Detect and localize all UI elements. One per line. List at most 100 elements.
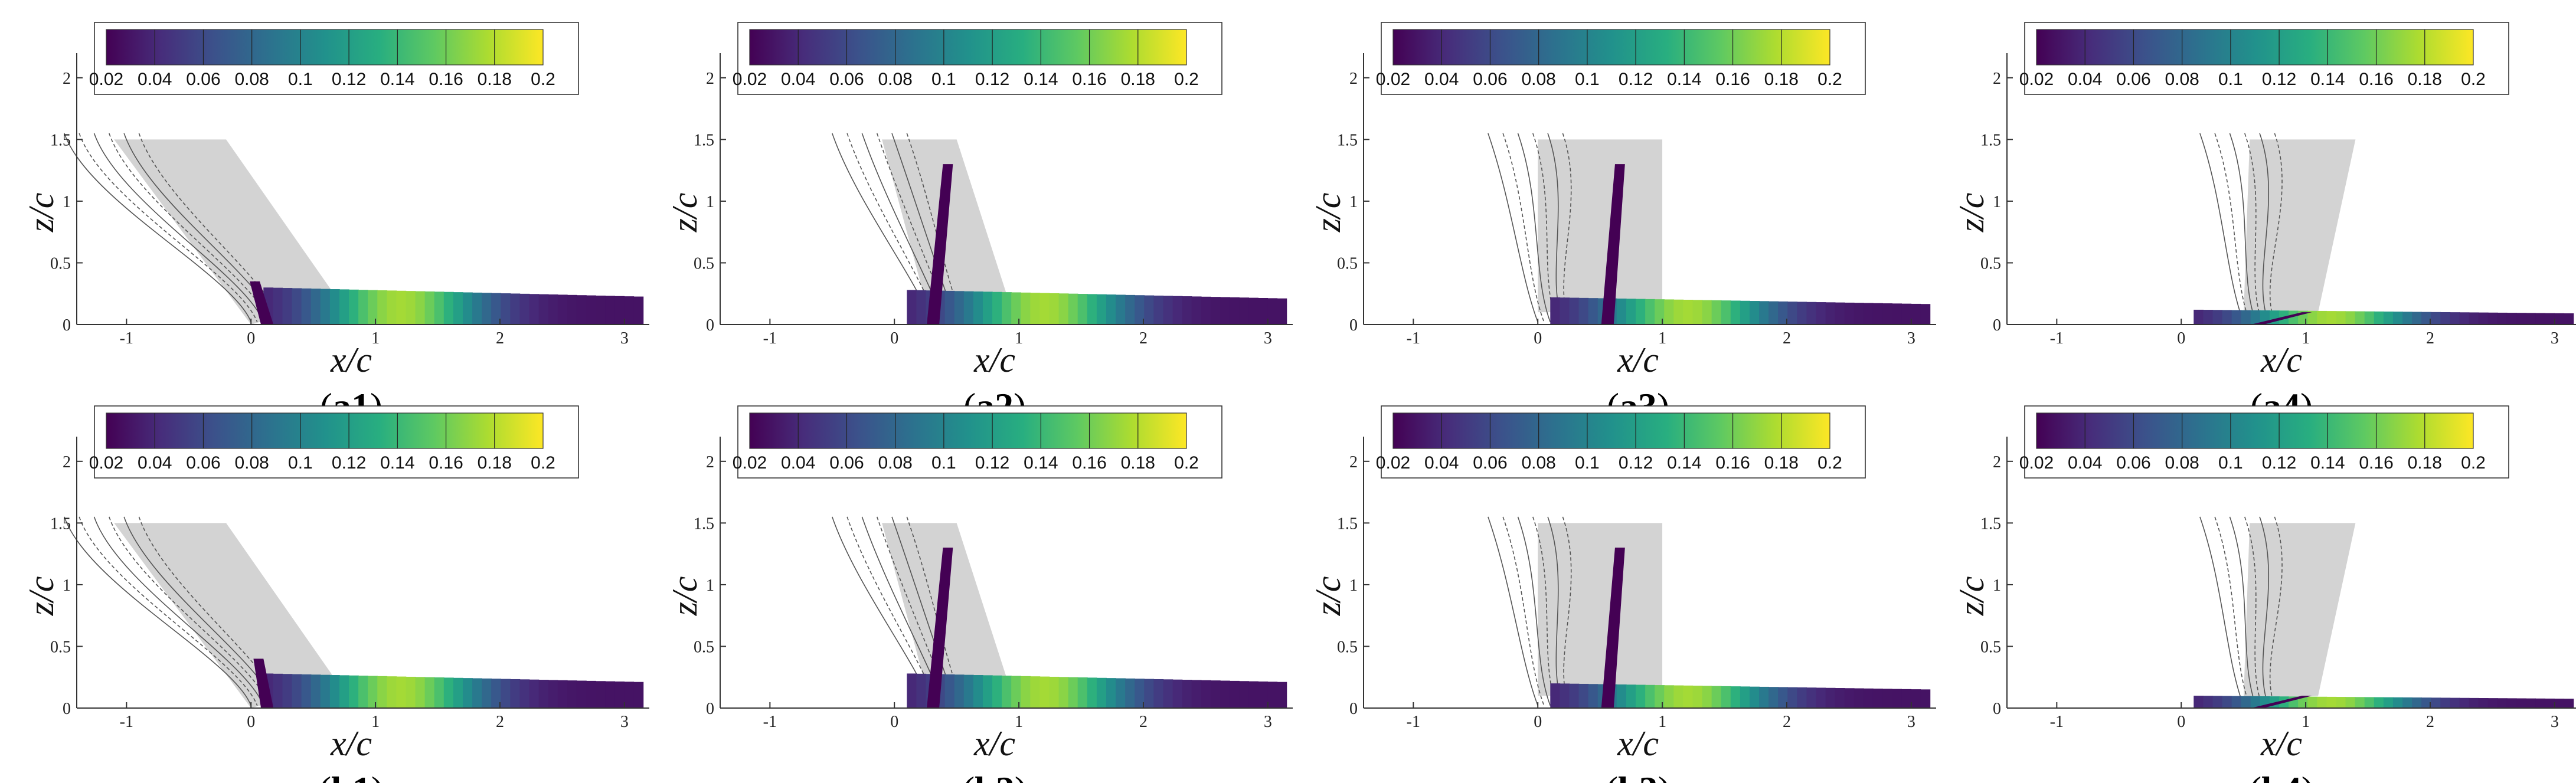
wake-cell [2469, 312, 2479, 325]
wake-cell [614, 296, 625, 325]
wake-cell [1096, 294, 1107, 325]
wake-cell [992, 675, 1002, 708]
x-tick-label: 1 [371, 329, 380, 348]
wake-cell [2526, 313, 2536, 325]
y-axis-label: z/c [22, 193, 61, 233]
wake-cell [963, 674, 974, 708]
colorbar-tick-label: 0.08 [2165, 70, 2199, 89]
y-tick-label: 1 [1349, 576, 1358, 595]
wake-cell [2450, 697, 2460, 708]
wake-cell [1853, 303, 1864, 325]
y-tick-label: 0 [1349, 700, 1358, 718]
wake-cell [387, 676, 397, 708]
wake-cell [2392, 697, 2403, 708]
colorbar-tick-label: 0.12 [1619, 70, 1653, 89]
colorbar [2036, 29, 2474, 65]
wake-cell [1172, 679, 1183, 708]
contour-line [93, 516, 264, 706]
colorbar-tick-label: 0.1 [288, 70, 313, 89]
wake-cell [1049, 293, 1060, 325]
wake-cell [576, 680, 587, 708]
panel-b4: -1 0 1 2 3 0 0.5 1 1.5 2 x/c z/c 0.02 0.04 0.06 0.08 0.1… [1952, 405, 2576, 783]
wake-cell [1673, 685, 1684, 708]
wake-cell [2374, 311, 2384, 325]
y-tick-label: 2 [63, 453, 71, 471]
wake-cell [1616, 299, 1627, 325]
wake-cell [1578, 297, 1589, 325]
wake-cell [510, 293, 521, 325]
contour-line [2269, 516, 2283, 706]
shaded-region [1538, 139, 1663, 313]
x-tick-label: -1 [1407, 329, 1420, 348]
wake-cell [1002, 292, 1012, 325]
wake-cell [1872, 689, 1883, 708]
wake-cell [538, 680, 549, 708]
y-axis-label: z/c [1309, 193, 1348, 233]
colorbar-tick-label: 0.08 [2165, 453, 2199, 473]
wake-cell [1068, 677, 1078, 708]
wake-cell [1920, 304, 1931, 325]
colorbar-tick-label: 0.1 [288, 453, 313, 473]
y-tick-label: 1.5 [50, 515, 71, 533]
x-tick-label: 1 [2302, 329, 2310, 348]
wake-cell [1116, 294, 1126, 325]
wake-cell [944, 674, 955, 708]
wake-cell [1692, 300, 1703, 325]
x-tick-label: 2 [1139, 713, 1148, 731]
y-tick-label: 2 [1993, 70, 2001, 88]
wake-cell [2535, 313, 2546, 325]
colorbar-tick-label: 0.14 [380, 70, 414, 89]
colorbar-tick-label: 0.02 [1376, 70, 1410, 89]
colorbar-tick-label: 0.14 [380, 453, 414, 473]
wake-cell [1768, 687, 1779, 708]
x-tick-label: 1 [1658, 713, 1666, 731]
wake-cell [2554, 313, 2565, 325]
wake-cell [1825, 302, 1836, 325]
wake-cell [1229, 680, 1240, 708]
colorbar-tick-label: 0.06 [829, 70, 864, 89]
colorbar-tick-label: 0.16 [1715, 70, 1750, 89]
colorbar-tick-label: 0.14 [1024, 453, 1058, 473]
wake-cell [424, 677, 435, 708]
wake-cell [368, 290, 378, 325]
wake-cell [1220, 297, 1230, 325]
wake-cell [1002, 676, 1012, 708]
wake-cell [472, 678, 482, 708]
panel-label: (b4) [2249, 769, 2314, 783]
wake-cell [1797, 302, 1807, 325]
x-tick-label: 1 [1015, 713, 1023, 731]
wake-cell [605, 681, 616, 708]
colorbar-tick-label: 0.14 [2310, 70, 2345, 89]
wake-cell [529, 294, 540, 325]
wake-cell [1759, 686, 1769, 708]
x-tick-label: 0 [247, 329, 255, 348]
wake-cell [406, 676, 416, 708]
wake-cell [1626, 299, 1636, 325]
x-tick-label: 2 [1139, 329, 1148, 348]
colorbar-tick-label: 0.08 [1521, 453, 1555, 473]
colorbar-tick-label: 0.04 [781, 70, 815, 89]
y-tick-label: 1 [63, 576, 71, 595]
y-tick-label: 2 [1993, 453, 2001, 471]
wake-cell [1135, 295, 1145, 325]
wake-cell [1039, 293, 1050, 325]
wake-cell [1049, 676, 1060, 708]
wake-cell [1911, 689, 1921, 708]
colorbar-tick-label: 0.12 [975, 453, 1009, 473]
panel-a1: -1 0 1 2 3 0 0.5 1 1.5 2 x/c z/c 0.02 0.04 0.06 0.08 0.1… [22, 22, 649, 427]
blade-shape [2251, 312, 2312, 325]
colorbar-tick-label: 0.1 [931, 453, 956, 473]
wake-cell [1806, 687, 1817, 708]
colorbar-tick-label: 0.14 [1024, 70, 1058, 89]
wake-cell [1239, 297, 1249, 325]
colorbar-tick-label: 0.1 [931, 70, 956, 89]
wake-cell [1721, 686, 1731, 708]
colorbar-tick-label: 0.12 [332, 453, 366, 473]
x-tick-label: -1 [763, 713, 777, 731]
wake-cell [1626, 684, 1636, 708]
contour-line [1562, 133, 1572, 323]
wake-cell [2250, 310, 2261, 325]
wake-cell [2231, 696, 2242, 708]
colorbar-tick-label: 0.02 [733, 453, 767, 473]
wake-cell [1058, 677, 1069, 708]
